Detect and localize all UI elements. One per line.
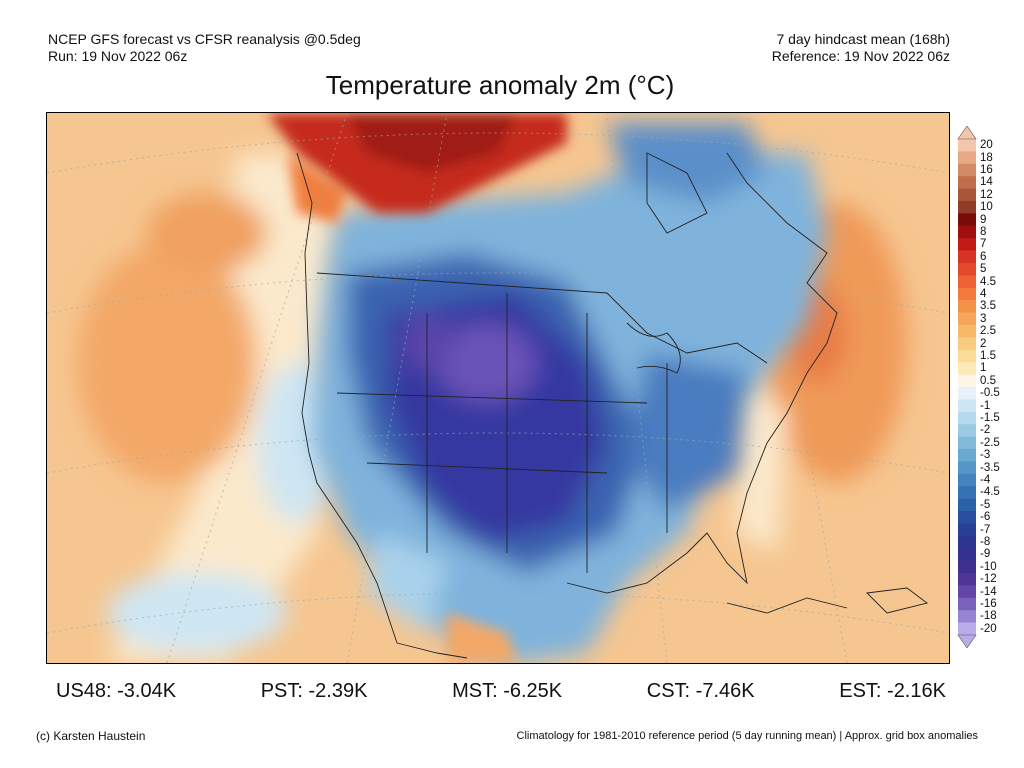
colorbar-tick-label: -16: [980, 598, 997, 610]
colorbar-tick-label: -5: [980, 498, 991, 511]
stat-pst: PST: -2.39K: [260, 680, 368, 702]
colorbar-tick-label: 16: [980, 164, 993, 176]
colorbar-tick-label: -12: [980, 573, 997, 586]
colorbar-tick-label: -18: [980, 610, 997, 623]
colorbar-tick-label: -1.5: [980, 412, 1000, 424]
colorbar-swatch: [958, 176, 976, 189]
colorbar-swatch: [958, 201, 976, 214]
colorbar-swatch: [958, 139, 976, 152]
colorbar-swatch: [958, 188, 976, 202]
colorbar-tick-label: 0.5: [980, 374, 996, 387]
colorbar-tick-label: -9: [980, 548, 991, 561]
stat-us48: US48: -3.04K: [56, 680, 177, 702]
hindcast-period: 7 day hindcast mean (168h): [776, 31, 950, 47]
colorbar-tick-label: 6: [980, 250, 987, 263]
colorbar-swatch: [958, 163, 976, 177]
colorbar-tick-label: -2.5: [980, 436, 1000, 449]
colorbar-tick-label: -3.5: [980, 461, 1000, 474]
header-left: NCEP GFS forecast vs CFSR reanalysis @0.…: [48, 31, 361, 65]
colorbar-swatch: [958, 573, 976, 586]
colorbar-swatch: [958, 263, 976, 276]
colorbar-swatch: [958, 374, 976, 388]
colorbar-swatch: [958, 300, 976, 313]
colorbar-swatch: [958, 548, 976, 561]
colorbar-tick-label: 2.5: [980, 325, 996, 338]
colorbar-tick-label: 2: [980, 337, 987, 350]
colorbar-swatch: [958, 436, 976, 450]
map-title: Temperature anomaly 2m (°C): [325, 70, 675, 100]
colorbar-tick-label: -7: [980, 523, 991, 536]
colorbar-swatch: [958, 597, 976, 611]
colorbar-swatch: [958, 250, 976, 264]
colorbar-swatch: [958, 337, 976, 351]
colorbar-tick-label: -0.5: [980, 387, 1000, 400]
colorbar-swatch: [958, 473, 976, 487]
colorbar-tick-label: 5: [980, 263, 987, 276]
colorbar-tick-label: 20: [980, 139, 993, 152]
stat-est: EST: -2.16K: [839, 680, 946, 702]
colorbar-tick-label: 4.5: [980, 275, 996, 288]
model-description: NCEP GFS forecast vs CFSR reanalysis @0.…: [48, 31, 361, 47]
colorbar-swatch: [958, 325, 976, 338]
regional-stats: US48: -3.04K PST: -2.39K MST: -6.25K CST…: [56, 680, 946, 703]
colorbar-tick-label: -2: [980, 424, 991, 437]
colorbar-swatch: [958, 523, 976, 537]
colorbar-swatch: [958, 449, 976, 462]
colorbar-tick-label: 18: [980, 151, 993, 164]
reference-time: Reference: 19 Nov 2022 06z: [771, 48, 950, 64]
colorbar-tick-label: -1: [980, 399, 991, 412]
colorbar-tick-label: 9: [980, 213, 987, 226]
colorbar-tick-label: -3: [980, 449, 991, 462]
colorbar-swatch: [958, 349, 976, 363]
colorbar-tick-label: -8: [980, 536, 991, 548]
colorbar-tick-label: -20: [980, 622, 997, 635]
colorbar-swatch: [958, 275, 976, 289]
colorbar-swatch: [958, 387, 976, 400]
header-right: 7 day hindcast mean (168h) Reference: 19…: [772, 31, 950, 65]
colorbar-tick-label: -4.5: [980, 486, 1000, 499]
colorbar-swatch: [958, 399, 976, 413]
colorbar-swatch: [958, 213, 976, 227]
colorbar-tick-label: 1.5: [980, 350, 996, 362]
colorbar-swatch: [958, 411, 976, 425]
colorbar: [957, 126, 977, 648]
copyright: (c) Karsten Haustein: [36, 729, 146, 743]
colorbar-tick-label: 3.5: [980, 300, 996, 313]
colorbar-swatch: [958, 287, 976, 301]
colorbar-swatch: [958, 486, 976, 499]
colorbar-swatch: [958, 225, 976, 239]
climatology-note: Climatology for 1981-2010 reference peri…: [516, 730, 978, 742]
colorbar-tick-label: -6: [980, 511, 991, 524]
colorbar-tick-label: 10: [980, 201, 993, 214]
run-time: Run: 19 Nov 2022 06z: [48, 48, 188, 64]
colorbar-swatch: [958, 622, 976, 636]
colorbar-tick-label: -4: [980, 474, 991, 486]
colorbar-tick-label: 3: [980, 312, 987, 325]
colorbar-swatch: [958, 610, 976, 623]
colorbar-swatch: [958, 362, 976, 375]
colorbar-tick-label: 8: [980, 226, 987, 238]
colorbar-swatch: [958, 312, 976, 326]
colorbar-tick-label: 4: [980, 288, 987, 300]
colorbar-tick-label: 1: [980, 362, 987, 375]
colorbar-tick-label: 12: [980, 188, 993, 201]
colorbar-swatch: [958, 151, 976, 165]
anomaly-map: [46, 112, 950, 664]
colorbar-tick-label: -10: [980, 560, 997, 573]
colorbar-swatch: [958, 560, 976, 574]
colorbar-swatch: [958, 535, 976, 549]
colorbar-swatch: [958, 238, 976, 251]
colorbar-tick-label: 14: [980, 176, 993, 189]
colorbar-swatch: [958, 511, 976, 524]
anomaly-map-canvas: [47, 113, 949, 663]
colorbar-swatch: [958, 585, 976, 599]
stat-cst: CST: -7.46K: [646, 680, 755, 702]
colorbar-tick-label: -14: [980, 585, 997, 598]
colorbar-tick-label: 7: [980, 238, 987, 251]
colorbar-swatch: [958, 498, 976, 512]
colorbar-swatch: [958, 424, 976, 437]
colorbar-swatch: [958, 461, 976, 475]
stat-mst: MST: -6.25K: [452, 680, 563, 702]
